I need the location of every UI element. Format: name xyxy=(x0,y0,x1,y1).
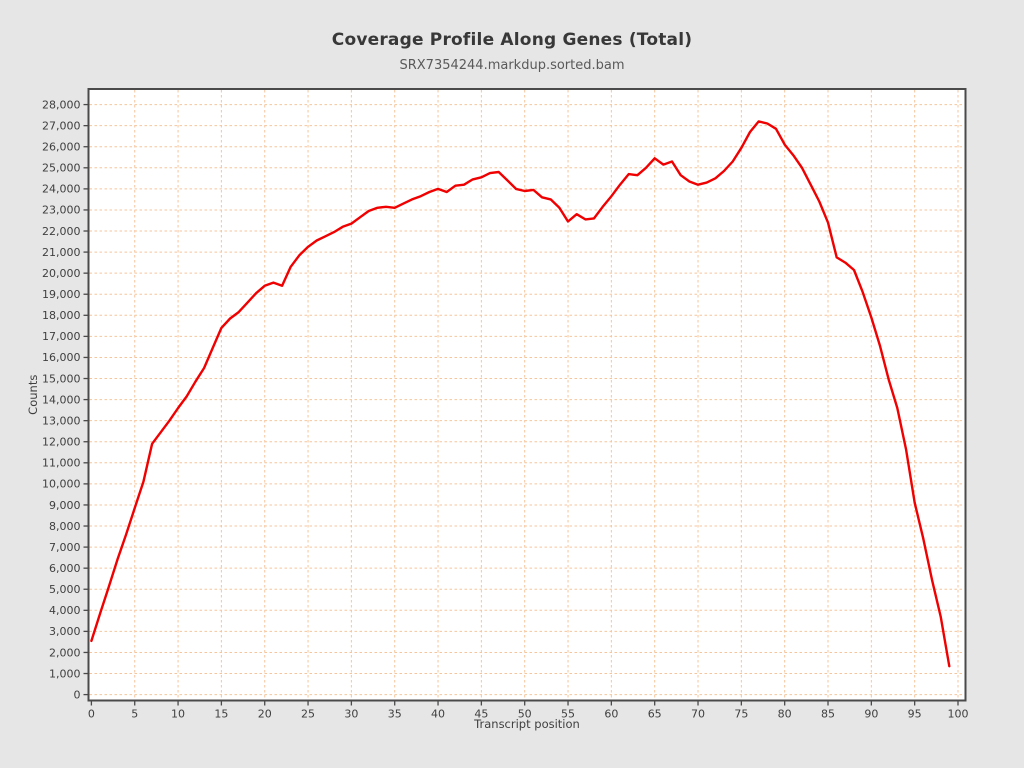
x-tick-label: 10 xyxy=(171,708,185,721)
x-tick-label: 0 xyxy=(88,708,95,721)
y-tick-label: 15,000 xyxy=(42,372,81,385)
y-tick-label: 11,000 xyxy=(42,457,81,470)
x-tick-label: 70 xyxy=(691,708,705,721)
y-tick-label: 8,000 xyxy=(49,520,81,533)
y-axis-tick-labels: 0 1,000 2,000 3,000 4,000 5,000 6,000 7,000 8,00… xyxy=(42,98,81,701)
y-tick-label: 3,000 xyxy=(49,625,81,638)
x-tick-label: 100 xyxy=(948,708,969,721)
y-tick-label: 28,000 xyxy=(42,98,81,111)
y-tick-label: 0 xyxy=(74,688,81,701)
x-tick-label: 90 xyxy=(864,708,878,721)
y-tick-label: 13,000 xyxy=(42,414,81,427)
x-tick-label: 35 xyxy=(388,708,402,721)
y-tick-label: 21,000 xyxy=(42,246,81,259)
x-tick-label: 20 xyxy=(258,708,272,721)
y-tick-label: 9,000 xyxy=(49,499,81,512)
y-tick-label: 1,000 xyxy=(49,667,81,680)
y-tick-label: 19,000 xyxy=(42,288,81,301)
x-axis-tick-labels: 0 5 10 15 20 25 30 35 40 45 50 55 60 65 70 75 80 85 90 95 10… xyxy=(88,708,969,721)
y-tick-label: 2,000 xyxy=(49,646,81,659)
x-tick-label: 60 xyxy=(604,708,618,721)
x-tick-label: 55 xyxy=(561,708,575,721)
x-tick-label: 25 xyxy=(301,708,315,721)
x-tick-label: 95 xyxy=(908,708,922,721)
axis-ticks xyxy=(83,103,959,706)
x-tick-label: 65 xyxy=(648,708,662,721)
x-tick-label: 5 xyxy=(131,708,138,721)
y-tick-label: 23,000 xyxy=(42,204,81,217)
y-tick-label: 18,000 xyxy=(42,309,81,322)
y-tick-label: 4,000 xyxy=(49,604,81,617)
plot-background xyxy=(88,89,966,701)
y-tick-label: 6,000 xyxy=(49,562,81,575)
x-tick-label: 85 xyxy=(821,708,835,721)
y-tick-label: 5,000 xyxy=(49,583,81,596)
x-tick-label: 45 xyxy=(474,708,488,721)
y-tick-label: 17,000 xyxy=(42,330,81,343)
gridlines xyxy=(89,90,965,700)
x-tick-label: 40 xyxy=(431,708,445,721)
y-tick-label: 27,000 xyxy=(42,119,81,132)
y-tick-label: 24,000 xyxy=(42,183,81,196)
y-tick-label: 14,000 xyxy=(42,393,81,406)
coverage-line xyxy=(90,120,951,668)
chart-title: Coverage Profile Along Genes (Total) xyxy=(331,30,693,50)
y-tick-label: 12,000 xyxy=(42,436,81,449)
y-tick-label: 20,000 xyxy=(42,267,81,280)
y-tick-label: 22,000 xyxy=(42,225,81,238)
y-tick-label: 25,000 xyxy=(42,162,81,175)
y-axis-title: Counts xyxy=(26,375,40,415)
x-tick-label: 30 xyxy=(344,708,358,721)
y-tick-label: 10,000 xyxy=(42,478,81,491)
plot-frame xyxy=(87,88,967,702)
chart-subtitle: SRX7354244.markdup.sorted.bam xyxy=(399,58,625,73)
x-tick-label: 75 xyxy=(734,708,748,721)
y-tick-label: 16,000 xyxy=(42,351,81,364)
y-tick-label: 26,000 xyxy=(42,141,81,154)
x-tick-label: 80 xyxy=(778,708,792,721)
x-tick-label: 50 xyxy=(518,708,532,721)
x-axis-title: Transcript position xyxy=(473,717,580,731)
y-tick-label: 7,000 xyxy=(49,541,81,554)
x-tick-label: 15 xyxy=(214,708,228,721)
